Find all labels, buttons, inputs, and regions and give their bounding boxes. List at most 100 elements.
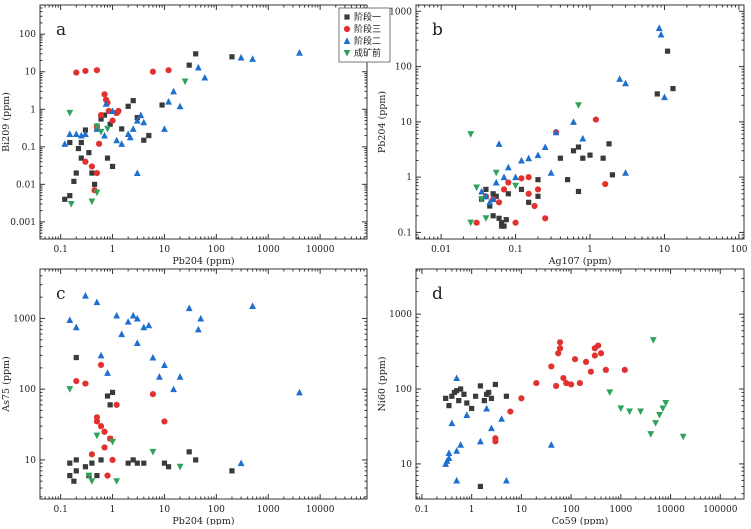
data-point-stage1 [146, 132, 152, 139]
data-point-stage1 [186, 62, 192, 68]
data-point-stage1 [125, 460, 131, 466]
data-point-stage3 [97, 423, 105, 430]
data-point-pre [149, 448, 157, 456]
data-point-stage1 [570, 148, 577, 154]
data-point-stage1 [71, 178, 77, 184]
data-point-stage1 [499, 220, 505, 226]
x-tick-label: 1 [110, 505, 116, 515]
data-point-pre [492, 169, 500, 177]
y-axis-title: Bi209 (ppm) [1, 92, 12, 152]
data-point-stage1 [98, 457, 104, 463]
panel-a: 0.1 1 10 100 1000 100000.0010.010.1110100Pb20… [1, 4, 391, 267]
data-point-stage1 [193, 51, 199, 57]
x-tick-label: 10000 [306, 245, 335, 255]
data-point-stage2 [453, 447, 461, 454]
data-point-stage1 [664, 48, 671, 54]
data-point-stage1 [67, 460, 73, 466]
data-point-stage2 [453, 476, 461, 484]
data-point-stage1 [477, 383, 484, 389]
data-point-pre [656, 411, 663, 419]
data-point-stage2 [622, 169, 629, 176]
series-stage2 [442, 374, 555, 484]
data-point-stage1 [483, 186, 489, 192]
data-point-stage2 [133, 169, 141, 177]
x-tick-label: 100 [563, 505, 580, 515]
data-point-pre [473, 184, 481, 192]
data-point-stage2 [492, 178, 500, 186]
data-point-stage1 [104, 155, 111, 161]
data-point-stage2 [552, 128, 560, 136]
series-stage3 [492, 339, 628, 445]
data-point-stage2 [541, 143, 549, 151]
data-point-stage2 [165, 98, 172, 105]
legend-marker-pre [343, 50, 351, 57]
data-point-stage2 [504, 163, 512, 171]
data-point-stage3 [101, 444, 108, 451]
data-point-pre [659, 405, 667, 413]
data-point-stage3 [109, 117, 116, 124]
data-point-stage2 [170, 87, 177, 95]
data-point-pre [482, 215, 490, 222]
data-point-stage2 [113, 136, 121, 144]
data-point-stage3 [93, 67, 101, 74]
data-point-stage2 [176, 102, 184, 110]
legend-marker-stage3 [343, 25, 351, 33]
data-point-stage2 [445, 454, 453, 461]
data-point-stage3 [568, 381, 575, 388]
y-tick-label: 0.1 [398, 228, 412, 238]
x-tick-label: 0.1 [53, 505, 67, 515]
data-point-stage1 [654, 91, 660, 97]
data-point-stage2 [512, 173, 519, 181]
panel-label: b [432, 20, 443, 40]
data-point-stage2 [72, 130, 80, 137]
data-point-pre [512, 182, 519, 190]
data-point-stage1 [493, 193, 499, 199]
x-tick-label: 1 [587, 245, 593, 255]
data-point-stage3 [101, 428, 108, 435]
y-tick-label: 100 [395, 63, 412, 73]
series-stage2 [478, 24, 668, 206]
data-point-stage1 [575, 188, 582, 195]
data-point-stage2 [655, 24, 663, 31]
data-point-stage1 [600, 155, 606, 161]
panel-c: 0.1 1 10 100 1000 10000 10 100 1000 Pb204 (ppm) As… [1, 268, 368, 527]
data-point-stage1 [161, 460, 168, 466]
data-point-stage3 [525, 174, 532, 181]
data-point-stage2 [137, 111, 145, 119]
data-point-pre [575, 102, 582, 109]
data-point-stage1 [62, 196, 68, 202]
data-point-stage3 [93, 418, 101, 425]
x-axis-title: Co59 (ppm) [552, 516, 609, 525]
series-pre [606, 337, 687, 441]
y-axis-title: Pb204 (ppm) [377, 91, 388, 153]
data-point-stage3 [82, 158, 89, 165]
data-point-pre [85, 472, 93, 480]
data-point-stage3 [518, 395, 525, 402]
y-tick-label: 1000 [13, 314, 36, 324]
data-point-stage1 [587, 152, 593, 158]
y-tick-label: 100 [395, 385, 412, 395]
data-point-stage1 [67, 472, 73, 479]
x-tick-label: 1 [469, 505, 475, 515]
x-tick-label: 100 [208, 245, 225, 255]
y-tick-label: 100 [19, 30, 36, 40]
data-point-stage3 [591, 352, 598, 359]
data-point-stage1 [73, 468, 79, 474]
plot-frame [39, 4, 368, 240]
data-point-pre [626, 408, 633, 416]
x-axis-title: Ag107 (ppm) [548, 256, 612, 267]
data-point-stage2 [66, 130, 74, 137]
data-point-stage2 [133, 116, 141, 124]
data-point-stage1 [67, 139, 73, 146]
data-point-stage2 [133, 339, 141, 346]
data-point-stage1 [449, 393, 455, 399]
data-point-stage2 [489, 195, 497, 203]
data-point-stage2 [534, 151, 542, 159]
data-point-stage2 [237, 459, 245, 467]
data-point-stage2 [161, 125, 168, 132]
y-tick-label: 10 [25, 456, 37, 466]
y-tick-label: 10 [401, 460, 413, 470]
data-point-stage1 [107, 402, 113, 408]
y-tick-label: 1 [406, 173, 412, 183]
